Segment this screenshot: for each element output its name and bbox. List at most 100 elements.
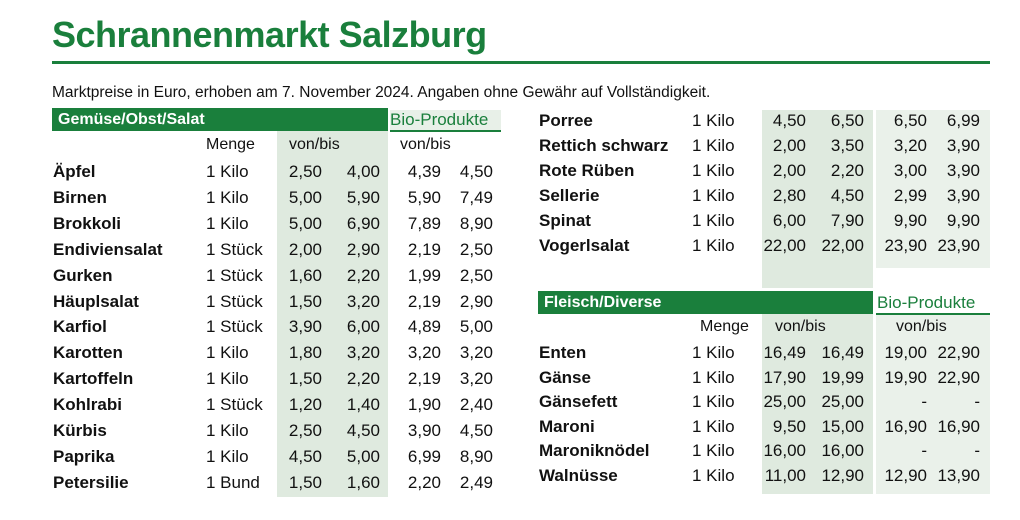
item-name: Endiviensalat — [53, 239, 163, 259]
bio-price-to: - — [974, 392, 980, 412]
item-quantity: 1 Kilo — [206, 421, 249, 440]
bio-price-from: 19,90 — [884, 367, 927, 387]
item-quantity: 1 Kilo — [692, 343, 735, 362]
bio-price-from: 6,50 — [893, 111, 927, 130]
item-name: Karotten — [53, 343, 123, 363]
right-bottom-bio-column-shade — [876, 314, 990, 494]
bio-underline-right — [876, 313, 990, 315]
item-name: Karfiol — [53, 317, 107, 337]
item-name: Spinat — [539, 211, 591, 230]
price-from: 16,00 — [763, 441, 806, 461]
bio-price-from: 2,19 — [407, 291, 441, 311]
bio-price-from: 4,39 — [407, 162, 441, 181]
bio-price-to: 8,90 — [459, 446, 493, 466]
bio-price-to: 2,40 — [459, 395, 493, 415]
item-quantity: 1 Stück — [206, 239, 263, 259]
table-row: Vogerlsalat 1 Kilo 22,00 22,00 23,90 23,90 — [0, 233, 1020, 259]
price-to: 25,00 — [821, 392, 864, 412]
item-quantity: 1 Kilo — [692, 161, 735, 180]
table-row: Äpfel 1 Kilo 2,50 4,00 4,39 4,50 — [0, 159, 1020, 185]
price-to: 4,50 — [830, 186, 864, 205]
table-row: Porree 1 Kilo 4,50 6,50 6,50 6,99 — [0, 108, 1020, 134]
item-quantity: 1 Kilo — [692, 211, 735, 230]
price-to: 3,50 — [830, 136, 864, 155]
item-name: Walnüsse — [539, 466, 618, 485]
price-from: 22,00 — [763, 236, 806, 255]
table-row: Gänse 1 Kilo 17,90 19,99 19,90 22,90 — [0, 365, 1020, 391]
bio-price-to: 3,90 — [946, 136, 980, 155]
bio-price-to: 8,90 — [459, 213, 493, 233]
bio-price-from: 2,19 — [407, 369, 441, 389]
bio-price-from: 2,19 — [407, 239, 441, 259]
price-to: 2,90 — [346, 239, 380, 259]
price-from: 4,50 — [288, 446, 322, 466]
price-from: 2,80 — [772, 186, 806, 205]
section-header-fleisch: Fleisch/Diverse — [538, 291, 873, 314]
price-to: 2,20 — [830, 161, 864, 180]
item-quantity: 1 Stück — [206, 265, 263, 285]
table-row: Gurken 1 Stück 1,60 2,20 1,99 2,50 — [0, 263, 1020, 289]
item-name: Sellerie — [539, 186, 600, 205]
item-name: Äpfel — [53, 162, 96, 181]
price-to: 2,20 — [346, 265, 380, 285]
price-from: 16,49 — [763, 343, 806, 362]
price-to: 5,00 — [346, 446, 380, 466]
bio-underline-left — [390, 130, 501, 132]
price-to: 6,00 — [346, 317, 380, 337]
price-to: 19,99 — [821, 367, 864, 387]
bio-price-from: 3,90 — [407, 421, 441, 440]
header-menge-right: Menge — [700, 318, 749, 335]
price-from: 1,50 — [288, 291, 322, 311]
price-from: 2,50 — [288, 162, 322, 181]
bio-price-from: 6,99 — [407, 446, 441, 466]
item-quantity: 1 Kilo — [692, 236, 735, 255]
item-quantity: 1 Kilo — [692, 367, 735, 387]
table-row: Rettich schwarz 1 Kilo 2,00 3,50 3,20 3,90 — [0, 133, 1020, 159]
price-from: 1,20 — [288, 395, 322, 415]
section-header-gemuese: Gemüse/Obst/Salat — [52, 108, 388, 131]
price-to: 3,20 — [346, 291, 380, 311]
bio-price-to: 5,00 — [459, 317, 493, 337]
item-name: Rettich schwarz — [539, 136, 669, 155]
item-quantity: 1 Bund — [206, 472, 260, 492]
bio-price-from: - — [921, 392, 927, 412]
item-name: Enten — [539, 343, 587, 362]
bio-price-to: 3,90 — [946, 186, 980, 205]
header-vonbis-right: von/bis — [775, 318, 826, 335]
item-name: Kohlrabi — [53, 395, 122, 415]
item-name: Brokkoli — [53, 213, 122, 233]
price-from: 11,00 — [764, 466, 806, 485]
bio-price-from: 1,99 — [407, 265, 441, 285]
item-name: Kürbis — [53, 421, 107, 440]
bio-price-to: 2,50 — [459, 239, 493, 259]
header-bio-vonbis-left: von/bis — [400, 136, 451, 153]
item-quantity: 1 Kilo — [692, 136, 735, 155]
item-name: Porree — [539, 111, 593, 130]
item-name: Häuplsalat — [53, 291, 139, 311]
price-to: 1,60 — [346, 472, 380, 492]
table-row: Kartoffeln 1 Kilo 1,50 2,20 2,19 3,20 — [0, 366, 1020, 392]
table-row: Kohlrabi 1 Stück 1,20 1,40 1,90 2,40 — [0, 392, 1020, 418]
bio-price-from: - — [921, 441, 927, 461]
item-quantity: 1 Kilo — [692, 392, 735, 412]
bio-price-from: 9,90 — [893, 211, 927, 230]
bio-price-to: 13,90 — [937, 466, 980, 485]
price-to: 22,00 — [821, 236, 864, 255]
header-vonbis-left: von/bis — [289, 136, 340, 153]
item-name: Maroniknödel — [539, 441, 650, 461]
bio-price-to: 7,49 — [459, 187, 493, 207]
price-to: 15,00 — [821, 416, 864, 436]
item-name: Kartoffeln — [53, 369, 134, 389]
right-top-price-column-shade — [762, 110, 873, 288]
bio-price-from: 2,99 — [893, 186, 927, 205]
table-row: Karfiol 1 Stück 3,90 6,00 4,89 5,00 — [0, 314, 1020, 340]
table-row: Paprika 1 Kilo 4,50 5,00 6,99 8,90 — [0, 444, 1020, 470]
price-from: 6,00 — [772, 211, 806, 230]
bio-price-from: 1,90 — [407, 395, 441, 415]
table-row: Birnen 1 Kilo 5,00 5,90 5,90 7,49 — [0, 185, 1020, 211]
price-from: 2,00 — [772, 161, 806, 180]
table-row: Karotten 1 Kilo 1,80 3,20 3,20 3,20 — [0, 340, 1020, 366]
price-from: 9,50 — [772, 416, 806, 436]
right-top-bio-column-shade — [876, 110, 990, 268]
price-from: 2,00 — [288, 239, 322, 259]
